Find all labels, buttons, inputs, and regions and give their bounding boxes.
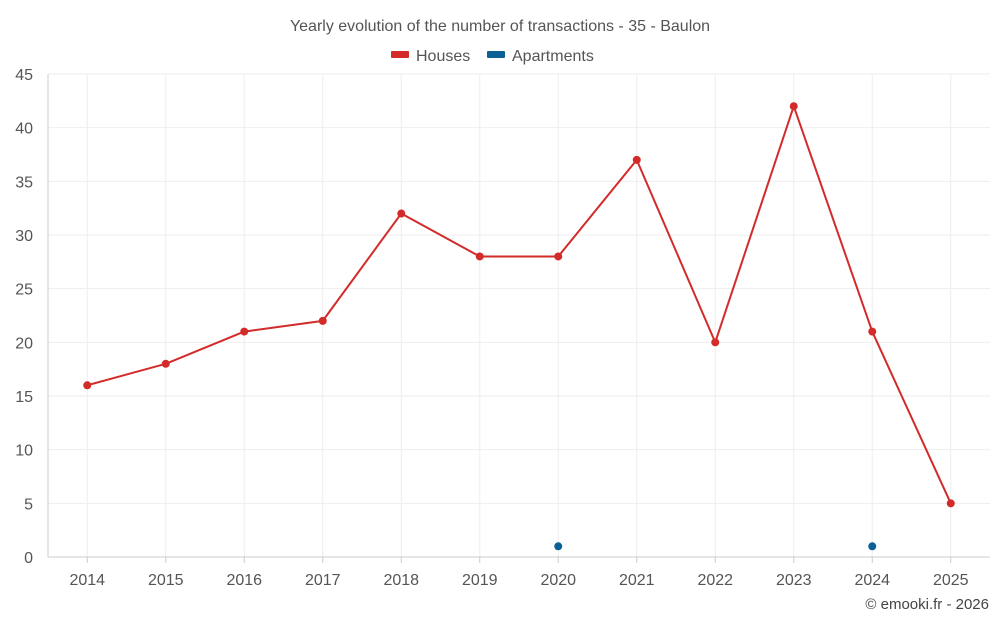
x-tick-label: 2020 (540, 572, 576, 589)
y-tick-label: 15 (15, 389, 33, 406)
data-point-houses-2023[interactable] (789, 102, 798, 111)
data-point-houses-2024[interactable] (868, 327, 877, 336)
legend: Houses Apartments (391, 48, 594, 65)
y-tick-label: 35 (15, 174, 33, 191)
data-point-apartments-2020[interactable] (554, 542, 563, 551)
legend-swatch-houses (391, 51, 409, 58)
y-tick-label: 0 (24, 550, 33, 567)
data-point-houses-2015[interactable] (161, 359, 170, 368)
x-tick-label: 2024 (854, 572, 890, 589)
data-point-houses-2022[interactable] (711, 338, 720, 347)
x-tick-label: 2025 (933, 572, 969, 589)
credit-text: © emooki.fr - 2026 (865, 596, 989, 613)
y-tick-label: 30 (15, 228, 33, 245)
series-apartments (554, 542, 877, 551)
y-tick-label: 10 (15, 443, 33, 460)
data-point-houses-2019[interactable] (475, 252, 484, 261)
data-point-houses-2025[interactable] (946, 499, 955, 508)
chart-title: Yearly evolution of the number of transa… (290, 18, 710, 35)
x-tick-label: 2015 (148, 572, 184, 589)
x-axis-ticks: 2014 2015 2016 2017 2018 2019 2020 2021 2022 2023… (69, 557, 969, 589)
x-tick-label: 2014 (69, 572, 105, 589)
x-tick-label: 2022 (697, 572, 733, 589)
series-line-houses (86, 105, 952, 504)
y-tick-label: 20 (15, 335, 33, 352)
y-tick-label: 5 (24, 496, 33, 513)
data-point-houses-2014[interactable] (83, 381, 92, 390)
data-point-houses-2017[interactable] (318, 316, 327, 325)
data-point-houses-2018[interactable] (397, 209, 406, 218)
x-tick-label: 2016 (226, 572, 262, 589)
data-point-apartments-2024[interactable] (868, 542, 877, 551)
legend-item-apartments[interactable]: Apartments (487, 48, 594, 65)
grid (47, 73, 990, 558)
legend-item-houses[interactable]: Houses (391, 48, 470, 65)
x-tick-label: 2017 (305, 572, 341, 589)
x-tick-label: 2018 (383, 572, 419, 589)
y-axis-ticks: 0 5 10 15 20 25 30 35 40 45 (15, 67, 33, 567)
legend-label-houses: Houses (416, 48, 470, 65)
x-tick-label: 2023 (776, 572, 812, 589)
y-tick-label: 40 (15, 121, 33, 138)
y-tick-label: 25 (15, 282, 33, 299)
x-tick-label: 2019 (462, 572, 498, 589)
data-point-houses-2021[interactable] (632, 155, 641, 164)
series (83, 102, 955, 551)
series-houses (83, 102, 955, 508)
legend-label-apartments: Apartments (512, 48, 594, 65)
legend-swatch-apartments (487, 51, 505, 58)
y-tick-label: 45 (15, 67, 33, 84)
data-point-houses-2020[interactable] (554, 252, 563, 261)
x-tick-label: 2021 (619, 572, 655, 589)
data-point-houses-2016[interactable] (240, 327, 249, 336)
